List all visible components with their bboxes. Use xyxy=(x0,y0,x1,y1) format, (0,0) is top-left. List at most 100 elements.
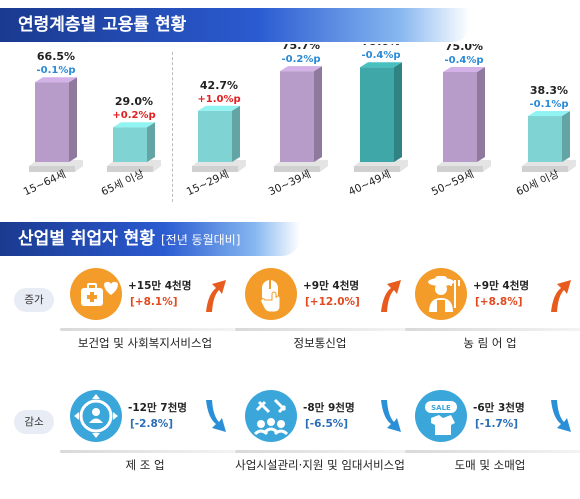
bar-top xyxy=(360,62,402,68)
bar-side xyxy=(69,77,77,162)
industry-name: 도매 및 소매업 xyxy=(454,458,526,472)
bar-pedestal-front xyxy=(107,166,153,172)
industry-name: 보건업 및 사회복지서비스업 xyxy=(77,336,213,350)
divider-line xyxy=(405,328,580,331)
change-label: -0.4%p xyxy=(361,50,400,61)
section-subtitle: [전년 동월대비] xyxy=(160,233,241,247)
up-arrow-icon xyxy=(551,280,571,312)
industry-item-facility-support: -8만 9천명 [-6.5%] 사업시설관리·지원 및 임대서비스업 xyxy=(235,384,420,489)
increase-tag: 증가 xyxy=(14,288,54,312)
tick-label: 15~29세 xyxy=(185,168,231,198)
value-label: 79.0% xyxy=(362,44,400,48)
svg-text:SALE: SALE xyxy=(431,404,451,412)
industry-name: 농 림 어 업 xyxy=(463,336,517,350)
manufacturing-icon xyxy=(70,390,122,442)
change-label: -0.4%p xyxy=(444,55,483,66)
change-label: -0.2%p xyxy=(281,54,320,65)
bar-top xyxy=(280,66,322,72)
bar-side xyxy=(147,122,155,162)
bar xyxy=(198,110,232,162)
change-amount: -12만 7천명 xyxy=(128,402,187,414)
industry-name: 제 조 업 xyxy=(125,458,165,472)
employment-rate-bar-chart: 66.5% -0.1%p 15~64세 29.0% +0.2%p 65세 이상 42.7% +… xyxy=(22,44,576,198)
bar-pedestal-front xyxy=(354,166,400,172)
bar-top xyxy=(113,122,155,128)
industry-item-health: +15만 4천명 [+8.1%] 보건업 및 사회복지서비스업 xyxy=(60,262,245,367)
industry-name: 정보통신업 xyxy=(293,336,347,350)
bar-side xyxy=(314,66,322,162)
industry-item-ict: +9만 4천명 [+12.0%] 정보통신업 xyxy=(235,262,420,367)
change-amount: +9만 4천명 xyxy=(473,280,530,292)
bar-group-1: 29.0% +0.2%p 65세 이상 xyxy=(99,95,161,198)
up-arrow-icon xyxy=(206,280,226,312)
value-label: 38.3% xyxy=(530,84,568,97)
change-percent: [-1.7%] xyxy=(475,418,519,430)
bar-pedestal-front xyxy=(522,166,568,172)
industry-item-manufacturing: -12만 7천명 [-2.8%] 제 조 업 xyxy=(60,384,245,489)
up-arrow-icon xyxy=(381,280,401,312)
value-label: 66.5% xyxy=(37,50,75,63)
bar-pedestal-front xyxy=(437,166,483,172)
bar-top xyxy=(35,77,77,83)
value-label: 75.0% xyxy=(445,44,483,53)
bar-top xyxy=(198,105,240,111)
bar-side xyxy=(477,67,485,162)
bar-group-0: 66.5% -0.1%p 15~64세 xyxy=(22,50,83,198)
bar-pedestal-front xyxy=(274,166,320,172)
divider-line xyxy=(235,450,410,453)
change-amount: -6만 3천명 xyxy=(473,402,525,414)
industry-panel: 증가 감소 +15만 4천명 [+8.1%] 보건업 및 사회복지서비스업 +9… xyxy=(0,262,580,492)
bar-side xyxy=(232,105,240,162)
change-percent: [+12.0%] xyxy=(305,296,360,308)
tick-label: 65세 이상 xyxy=(99,168,146,198)
tick-label: 30~39세 xyxy=(267,168,313,198)
decrease-tag: 감소 xyxy=(14,410,54,434)
bar xyxy=(528,116,562,162)
change-percent: [-6.5%] xyxy=(305,418,349,430)
change-amount: +15만 4천명 xyxy=(128,280,192,292)
change-percent: [+8.1%] xyxy=(130,296,178,308)
bar-pedestal-front xyxy=(192,166,238,172)
change-percent: [-2.8%] xyxy=(130,418,174,430)
bar xyxy=(443,72,477,162)
bar-group-2: 42.7% +1.0%p 15~29세 xyxy=(185,79,246,198)
value-label: 75.7% xyxy=(282,44,320,52)
down-arrow-icon xyxy=(206,400,226,432)
divider-line xyxy=(235,328,410,331)
value-label: 29.0% xyxy=(115,95,153,108)
change-label: +1.0%p xyxy=(197,94,240,105)
bar xyxy=(360,67,394,162)
divider-line xyxy=(60,328,235,331)
sale-tag-icon: SALE xyxy=(415,390,467,442)
medical-kit-icon xyxy=(70,268,122,320)
divider-line xyxy=(405,450,580,453)
change-amount: -8만 9천명 xyxy=(303,402,355,414)
change-label: -0.1%p xyxy=(529,99,568,110)
change-label: -0.1%p xyxy=(36,65,75,76)
bar-group-6: 38.3% -0.1%p 60세 이상 xyxy=(514,84,576,198)
chart-divider xyxy=(172,52,173,202)
mouse-click-icon xyxy=(245,268,297,320)
bar-top xyxy=(443,67,485,72)
bar-side xyxy=(394,62,402,163)
tick-label: 40~49세 xyxy=(347,168,393,198)
bar-group-4: 79.0% -0.4%p 40~49세 xyxy=(347,44,408,198)
change-label: +0.2%p xyxy=(112,110,155,121)
bar-side xyxy=(562,111,570,162)
down-arrow-icon xyxy=(381,400,401,432)
industry-name: 사업시설관리·지원 및 임대서비스업 xyxy=(235,458,405,472)
bar xyxy=(280,71,314,162)
bar xyxy=(35,82,69,162)
down-arrow-icon xyxy=(551,400,571,432)
change-amount: +9만 4천명 xyxy=(303,280,360,292)
bar-pedestal-front xyxy=(29,166,75,172)
facility-support-icon xyxy=(245,390,297,442)
tick-label: 15~64세 xyxy=(22,168,68,198)
bar-group-5: 75.0% -0.4%p 50~59세 xyxy=(430,44,491,198)
industry-item-retail: SALE -6만 3천명 [-1.7%] 도매 및 소매업 xyxy=(405,384,580,489)
section-title-age-employment: 연령계층별 고용률 현황 xyxy=(0,8,470,42)
bar-group-3: 75.7% -0.2%p 30~39세 xyxy=(267,44,328,198)
bar xyxy=(113,127,147,162)
section-title-industry: 산업별 취업자 현황 [전년 동월대비] xyxy=(0,222,300,256)
value-label: 42.7% xyxy=(200,79,238,92)
